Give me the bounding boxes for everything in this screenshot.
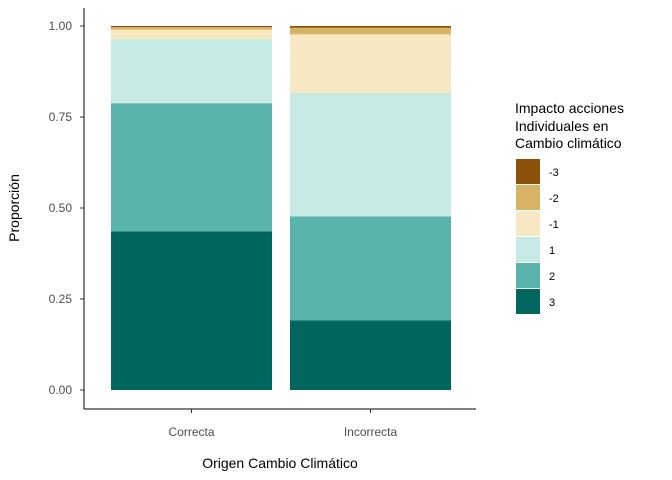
legend-key-swatch [516, 237, 540, 262]
bar-segment-correcta-3 [111, 231, 272, 390]
legend-key-label: 2 [549, 271, 555, 283]
bar-segment-correcta-neg2 [111, 27, 272, 30]
x-tick-label: Incorrecta [344, 425, 398, 439]
bar-segment-incorrecta-neg3 [290, 26, 451, 28]
x-axis-title: Origen Cambio Climático [202, 455, 358, 471]
y-tick-label: 0.75 [49, 110, 73, 124]
legend-title-line-2: Individuales en [515, 118, 608, 134]
legend: Impacto acciones Individuales en Cambio … [515, 100, 624, 314]
x-tick-label: Correcta [168, 425, 214, 439]
bar-segment-correcta-1 [111, 39, 272, 104]
legend-key-swatch [516, 289, 540, 314]
legend-key-swatch [516, 263, 540, 288]
y-axis-title: Proporción [6, 174, 22, 242]
bar-segment-incorrecta-neg1 [290, 34, 451, 93]
legend-key-swatch [516, 159, 540, 184]
legend-key-swatch [516, 185, 540, 210]
legend-title-line-3: Cambio climático [515, 135, 622, 151]
legend-key-label: 3 [549, 297, 555, 309]
y-tick-label: 0.25 [49, 292, 73, 306]
legend-key-label: -3 [549, 167, 559, 179]
legend-key-label: 1 [549, 245, 555, 257]
legend-key-label: -2 [549, 193, 559, 205]
legend-title-line-1: Impacto acciones [515, 100, 624, 116]
y-tick-label: 1.00 [49, 19, 73, 33]
y-axis-ticks: 0.00 0.25 0.50 0.75 1.00 [49, 19, 84, 397]
bar-segment-incorrecta-1 [290, 92, 451, 217]
bar-segment-incorrecta-3 [290, 320, 451, 390]
legend-key-swatch [516, 211, 540, 236]
y-tick-label: 0.50 [49, 201, 73, 215]
bar-segment-incorrecta-2 [290, 216, 451, 321]
bar-segment-incorrecta-neg2 [290, 27, 451, 35]
y-tick-label: 0.00 [49, 383, 73, 397]
bar-segment-correcta-neg1 [111, 29, 272, 40]
x-axis-ticks: Correcta Incorrecta [168, 409, 398, 439]
bars [111, 26, 451, 390]
bar-segment-correcta-2 [111, 103, 272, 232]
bar-segment-correcta-neg3 [111, 26, 272, 28]
legend-key-label: -1 [549, 219, 559, 231]
legend-keys: -3 -2 -1 1 2 3 [516, 159, 559, 314]
